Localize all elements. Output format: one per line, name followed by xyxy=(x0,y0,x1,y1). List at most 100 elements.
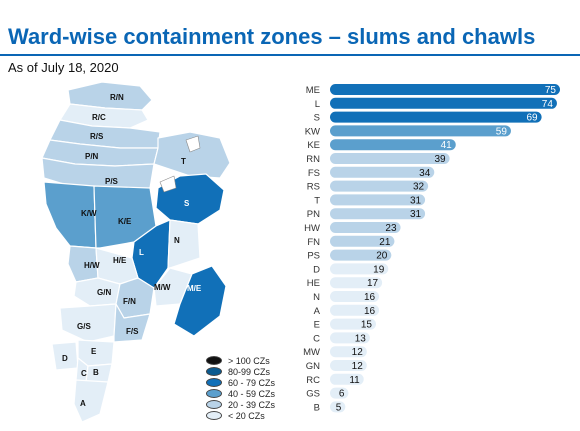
category-label: KW xyxy=(305,126,320,137)
title-divider xyxy=(0,54,580,56)
legend-label: 20 - 39 CZs xyxy=(228,399,276,410)
ward-map: R/N R/C R/S P/N P/S T K/W K/E S L N H/W H/E G/N F/N M/W… xyxy=(41,81,231,423)
legend-swatch xyxy=(206,411,222,420)
category-label: FS xyxy=(308,168,320,179)
bar xyxy=(330,166,435,178)
bar xyxy=(330,222,401,233)
bar xyxy=(330,180,429,192)
ward-label-r-c: R/C xyxy=(92,113,106,122)
ward-t xyxy=(153,131,231,179)
legend-item: 40 - 59 CZs xyxy=(206,388,275,399)
value-label: 41 xyxy=(441,140,453,151)
bar xyxy=(330,235,395,247)
ward-label-m-w: M/W xyxy=(154,283,171,292)
bar xyxy=(330,263,389,275)
ward-label-g-n: G/N xyxy=(97,288,111,297)
bar xyxy=(330,360,367,371)
map-legend: > 100 CZs 80-99 CZs 60 - 79 CZs 40 - 59 CZs… xyxy=(206,355,275,421)
bar xyxy=(330,208,426,220)
ward-a xyxy=(73,379,109,423)
category-label: PS xyxy=(307,251,320,262)
value-label: 19 xyxy=(373,264,385,275)
legend-swatch xyxy=(206,367,222,376)
legend-label: 40 - 59 CZs xyxy=(228,388,276,399)
value-label: 74 xyxy=(542,99,554,110)
category-label: MW xyxy=(303,347,320,358)
legend-item: 80-99 CZs xyxy=(206,366,275,377)
ward-m-e xyxy=(173,265,227,337)
value-label: 5 xyxy=(336,402,342,413)
category-label: KE xyxy=(307,140,320,151)
category-label: HW xyxy=(304,223,320,234)
ward-label-e: E xyxy=(91,347,97,356)
legend-item: > 100 CZs xyxy=(206,355,275,366)
category-label: FN xyxy=(307,237,320,248)
legend-item: 60 - 79 CZs xyxy=(206,377,275,388)
value-label: 23 xyxy=(385,223,397,234)
value-label: 12 xyxy=(352,361,364,372)
ward-label-h-e: H/E xyxy=(113,256,127,265)
lake-icon-south xyxy=(159,175,177,193)
legend-label: < 20 CZs xyxy=(228,410,265,421)
ward-b xyxy=(85,363,113,383)
ward-f-s xyxy=(113,303,151,343)
ward-label-t: T xyxy=(181,157,186,166)
bar xyxy=(330,304,380,316)
bar xyxy=(330,139,456,151)
legend-swatch xyxy=(206,389,222,398)
ward-label-f-n: F/N xyxy=(123,297,136,306)
ward-label-a: A xyxy=(80,399,86,408)
value-label: 31 xyxy=(410,195,422,206)
legend-item: 20 - 39 CZs xyxy=(206,399,275,410)
ward-label-h-w: H/W xyxy=(84,261,100,270)
value-label: 34 xyxy=(419,168,431,179)
ward-label-p-n: P/N xyxy=(85,152,99,161)
category-label: GS xyxy=(306,389,320,400)
category-label: RS xyxy=(307,182,320,193)
category-label: C xyxy=(313,333,320,344)
bar xyxy=(330,291,380,302)
bar xyxy=(330,97,557,109)
value-label: 15 xyxy=(361,320,373,331)
category-label: D xyxy=(313,264,320,275)
bar xyxy=(330,125,511,137)
value-label: 13 xyxy=(355,333,367,344)
value-label: 12 xyxy=(352,347,364,358)
ward-label-n: N xyxy=(174,236,180,245)
legend-swatch xyxy=(206,356,222,365)
category-label: GN xyxy=(306,361,320,372)
value-label: 75 xyxy=(545,85,557,96)
ward-label-f-s: F/S xyxy=(126,327,139,336)
bar xyxy=(330,111,542,123)
ward-label-r-s: R/S xyxy=(90,132,104,141)
lake-icon-north xyxy=(185,135,201,153)
legend-label: > 100 CZs xyxy=(228,355,270,366)
bar xyxy=(330,387,349,399)
bar xyxy=(330,277,383,289)
category-label: HE xyxy=(307,278,320,289)
page-subtitle: As of July 18, 2020 xyxy=(8,60,119,75)
ward-label-k-e: K/E xyxy=(118,217,132,226)
value-label: 32 xyxy=(413,182,425,193)
ward-label-d: D xyxy=(62,354,68,363)
bar xyxy=(330,84,560,95)
category-label: E xyxy=(314,320,320,331)
bar xyxy=(330,332,370,344)
value-label: 39 xyxy=(434,154,446,165)
bar xyxy=(330,373,364,385)
bar xyxy=(330,194,426,206)
value-label: 6 xyxy=(339,389,345,400)
ward-label-r-n: R/N xyxy=(110,93,124,102)
bar xyxy=(330,401,346,413)
category-label: S xyxy=(314,113,320,124)
bar xyxy=(330,346,367,358)
page-title: Ward-wise containment zones – slums and … xyxy=(8,24,536,49)
bar xyxy=(330,153,450,164)
legend-swatch xyxy=(206,378,222,387)
category-label: ME xyxy=(306,85,320,96)
bar xyxy=(330,249,392,261)
bar xyxy=(330,318,376,330)
ward-label-l: L xyxy=(139,248,144,257)
ward-label-b: B xyxy=(93,368,99,377)
ward-label-c: C xyxy=(81,369,87,378)
